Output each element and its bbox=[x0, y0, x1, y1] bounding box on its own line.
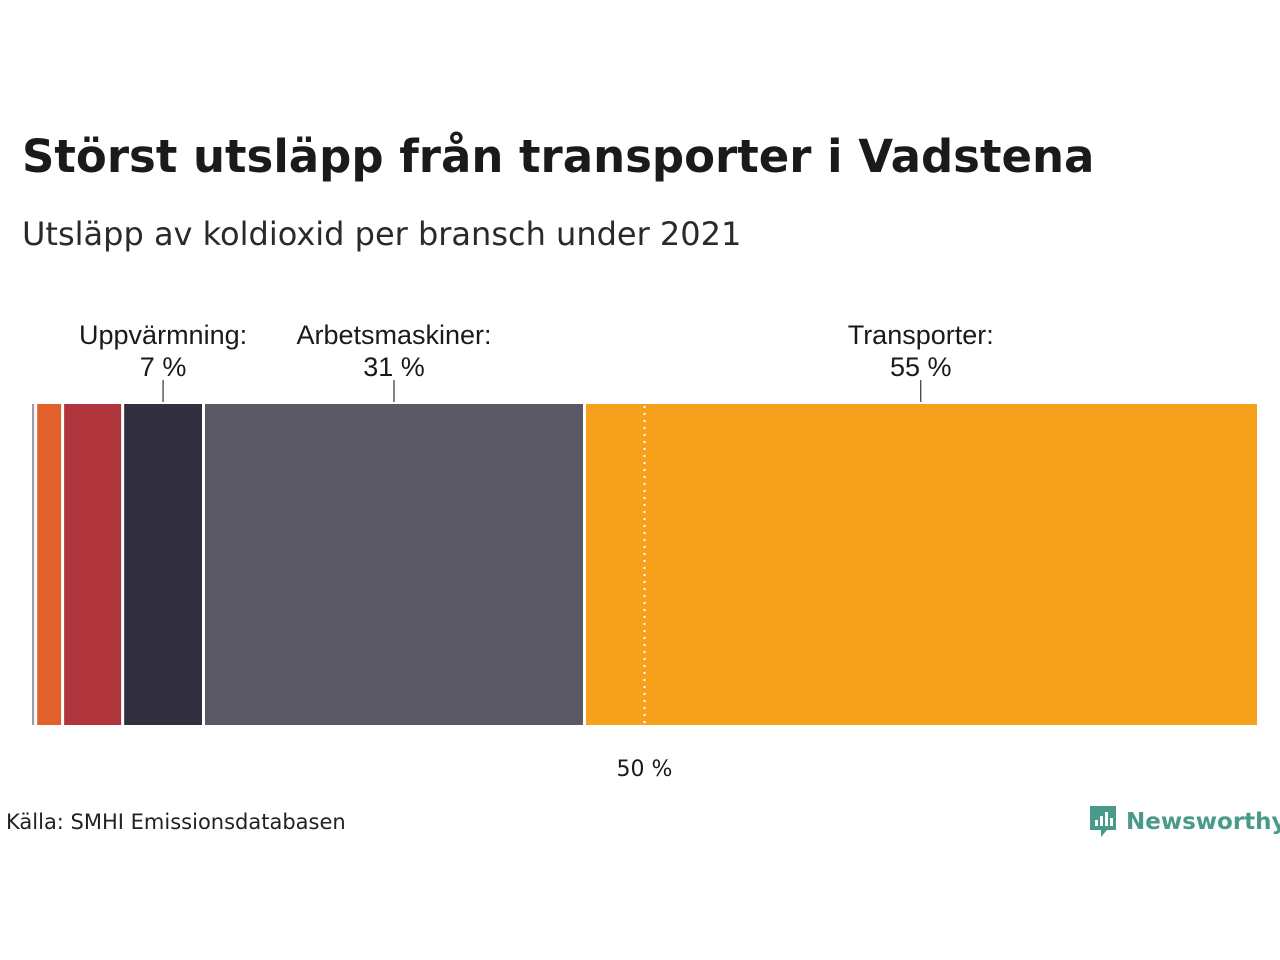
segment-label: Uppvärmning: bbox=[79, 320, 247, 350]
segment-label: Arbetsmaskiner: bbox=[296, 320, 491, 350]
segment-label: Transporter: bbox=[848, 320, 994, 350]
bar-segment-3 bbox=[62, 404, 123, 725]
bar-segment-1 bbox=[32, 404, 36, 725]
segment-value-label: 7 % bbox=[140, 352, 187, 382]
brand-logo: Newsworthy bbox=[1088, 804, 1280, 840]
reference-line-label: 50 % bbox=[617, 757, 673, 782]
newsworthy-logo-icon bbox=[1090, 806, 1116, 837]
chart-title: Störst utsläpp från transporter i Vadste… bbox=[22, 130, 1095, 183]
source-note: Källa: SMHI Emissionsdatabasen bbox=[6, 810, 346, 834]
bar-segment-2 bbox=[35, 404, 63, 725]
segment-value-label: 31 % bbox=[363, 352, 425, 382]
bar-segment-6 bbox=[584, 404, 1257, 725]
chart-subtitle: Utsläpp av koldioxid per bransch under 2… bbox=[22, 215, 742, 253]
brand-name: Newsworthy bbox=[1126, 809, 1280, 835]
chart: Uppvärmning:7 % Arbetsmaskiner:31 % Transp… bbox=[32, 320, 1257, 782]
segment-value-label: 55 % bbox=[890, 352, 952, 382]
bar-segment-5 bbox=[203, 404, 585, 725]
bar-segment-4 bbox=[122, 404, 204, 725]
